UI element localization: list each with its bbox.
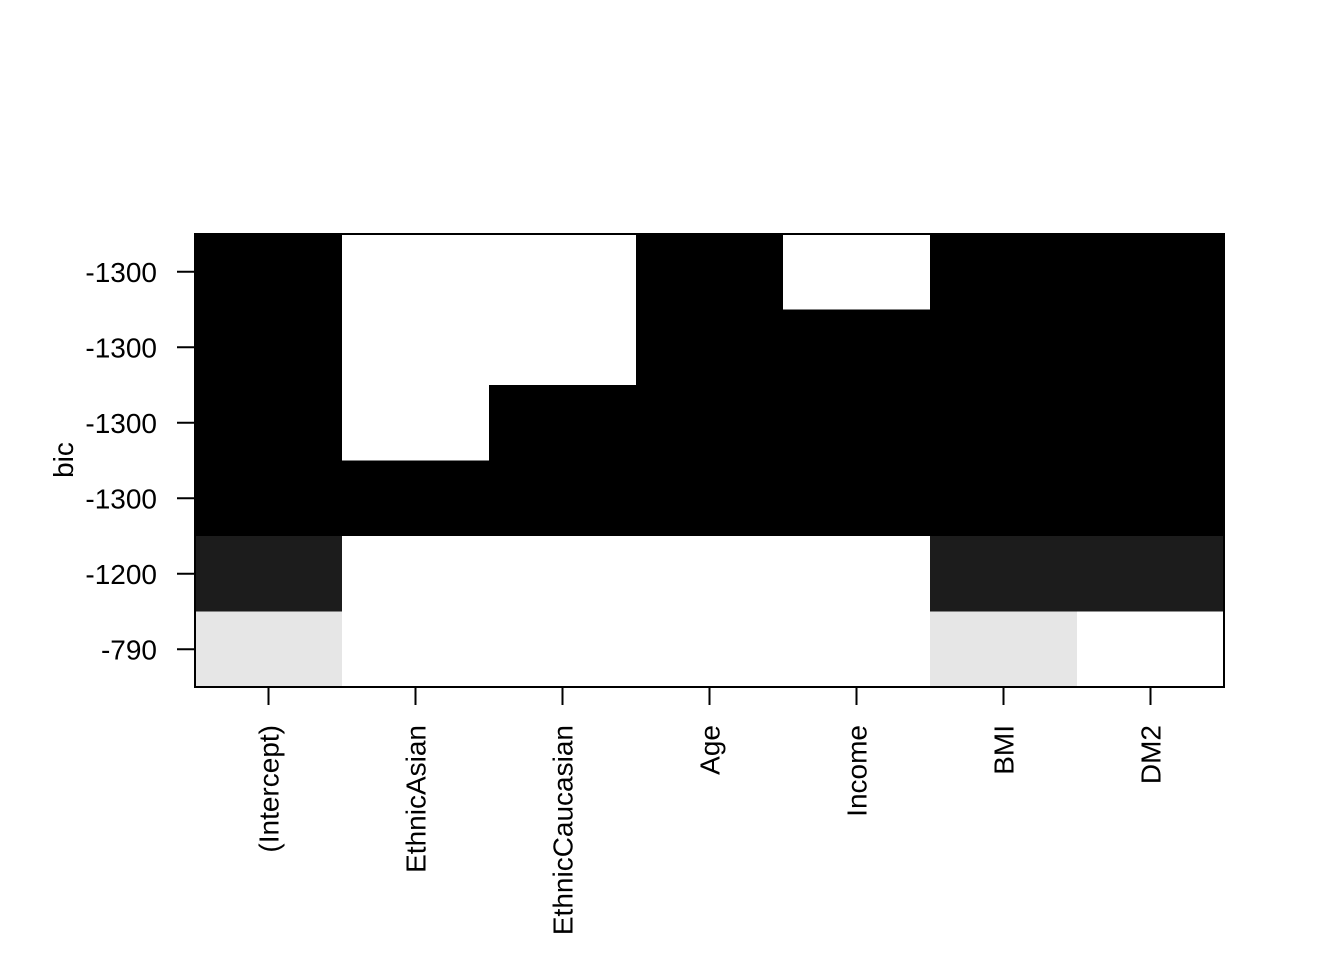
heatmap-cell [636,460,784,537]
heatmap-cell [342,536,490,613]
heatmap-cell [783,234,931,311]
x-tick-label: (Intercept) [254,725,285,853]
heatmap-cell [342,385,490,462]
x-tick-label: BMI [989,725,1020,775]
heatmap-cells [195,234,1225,688]
x-tick-label: DM2 [1136,725,1167,784]
y-axis-title: bic [48,442,79,478]
heatmap-cell [489,385,637,462]
heatmap-cell [1077,460,1225,537]
heatmap-cell [1077,611,1225,688]
heatmap-cell [195,234,343,311]
heatmap-cell [930,460,1078,537]
heatmap-cell [636,385,784,462]
heatmap-cell [783,385,931,462]
heatmap-cell [342,460,490,537]
heatmap-cell [342,611,490,688]
heatmap-cell [342,234,490,311]
heatmap-cell [783,536,931,613]
heatmap-cell [195,611,343,688]
heatmap-cell [342,309,490,386]
heatmap-cell [489,309,637,386]
heatmap-cell [195,460,343,537]
heatmap-cell [1077,536,1225,613]
x-tick-label: EthnicAsian [401,725,432,873]
heatmap-cell [489,234,637,311]
x-axis: (Intercept) EthnicAsian EthnicCaucasian Age… [254,687,1167,935]
heatmap-cell [489,611,637,688]
heatmap-cell [930,385,1078,462]
heatmap-cell [930,309,1078,386]
y-tick-label: -1200 [85,559,157,590]
y-tick-label: -790 [101,634,157,665]
heatmap-cell [1077,385,1225,462]
x-tick-label: Income [842,725,873,817]
heatmap-cell [930,611,1078,688]
heatmap-cell [195,385,343,462]
heatmap-cell [489,460,637,537]
y-axis: -1300 -1300 -1300 -1300 -1200 -790 [85,257,195,665]
heatmap-cell [195,536,343,613]
heatmap-cell [489,536,637,613]
x-tick-label: EthnicCaucasian [548,725,579,935]
y-tick-label: -1300 [85,332,157,363]
heatmap-cell [783,611,931,688]
heatmap-cell [636,611,784,688]
heatmap-cell [636,234,784,311]
heatmap-cell [1077,234,1225,311]
y-tick-label: -1300 [85,483,157,514]
y-tick-label: -1300 [85,408,157,439]
heatmap-cell [930,234,1078,311]
heatmap-cell [195,309,343,386]
heatmap-cell [930,536,1078,613]
heatmap-cell [783,460,931,537]
heatmap-cell [1077,309,1225,386]
heatmap-cell [636,309,784,386]
heatmap-cell [783,309,931,386]
y-tick-label: -1300 [85,257,157,288]
heatmap-cell [636,536,784,613]
x-tick-label: Age [695,725,726,775]
